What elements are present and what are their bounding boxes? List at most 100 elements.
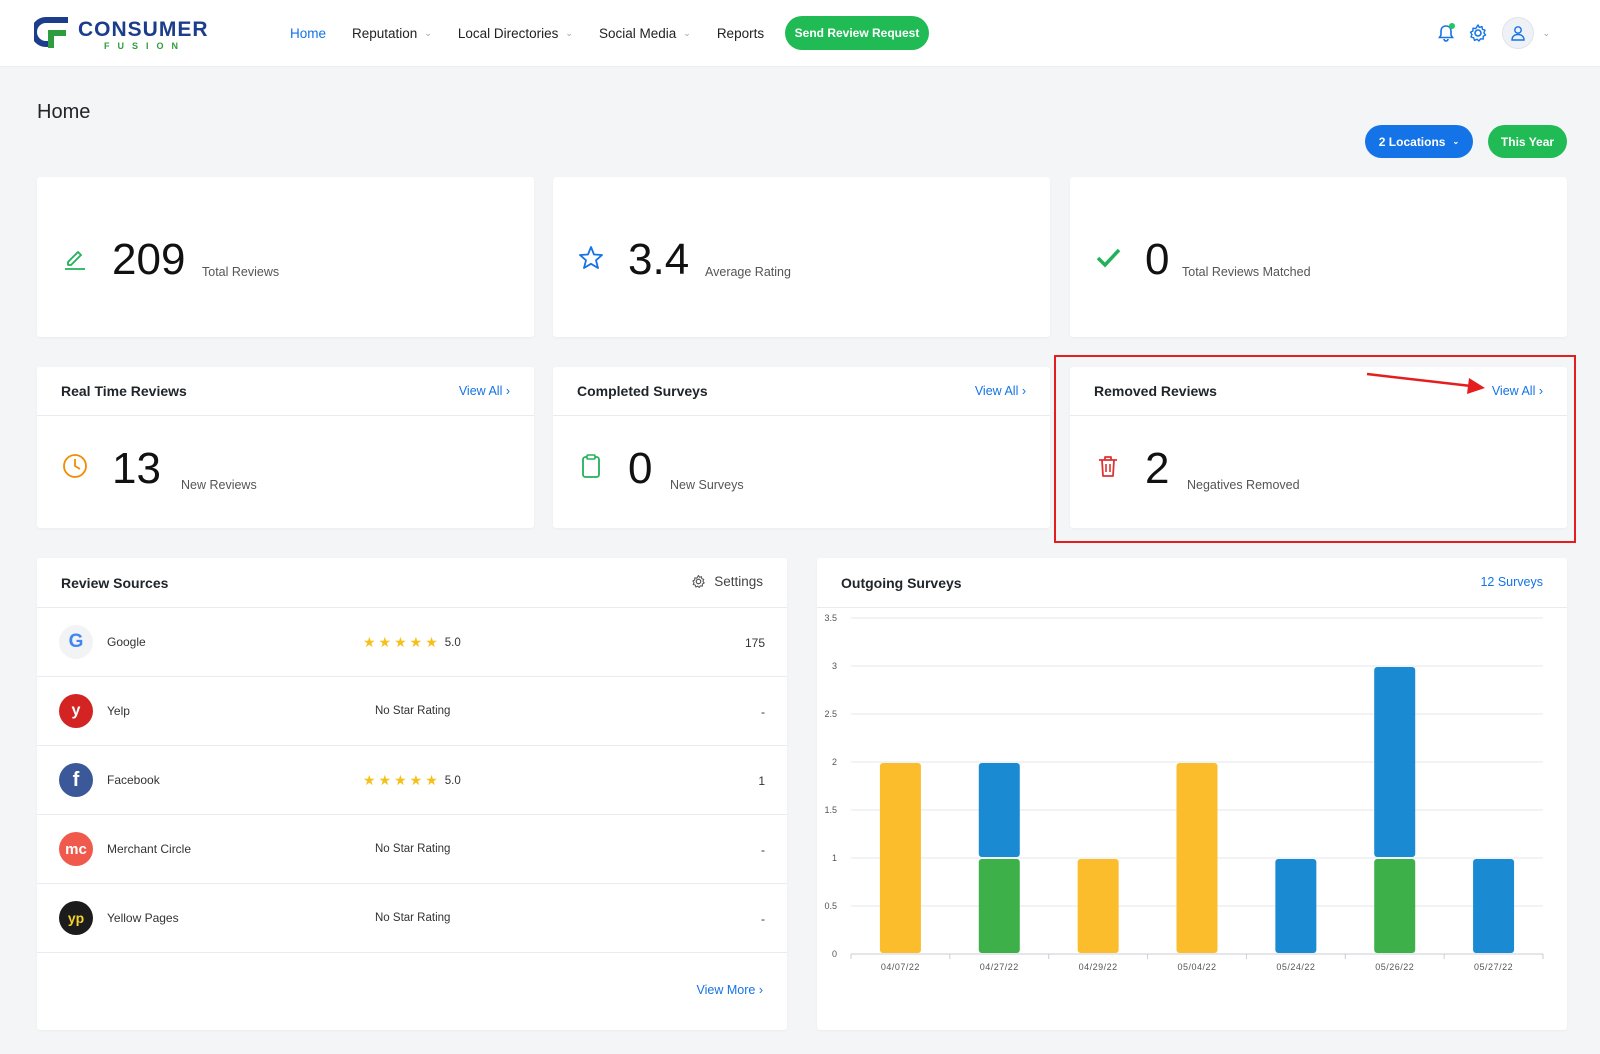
chart-y-tick-label: 3.5 <box>824 613 837 623</box>
panel-removed-reviews: Removed Reviews View All › 2 Negatives R… <box>1070 367 1567 528</box>
review-sources-settings-link[interactable]: Settings <box>691 574 763 589</box>
chart-x-tick-label: 05/27/22 <box>1474 962 1513 972</box>
view-all-label: View All <box>974 384 1019 398</box>
settings-label: Settings <box>714 574 763 589</box>
chart-y-tick-label: 3 <box>832 661 837 671</box>
total-reviews-value: 209 <box>112 235 186 284</box>
clock-icon <box>63 454 87 478</box>
source-name: Facebook <box>107 773 160 787</box>
chart-y-tick-label: 0.5 <box>824 901 837 911</box>
view-more-sources-link[interactable]: View More › <box>696 983 763 997</box>
source-rating: No Star Rating <box>375 912 451 924</box>
view-all-removed-reviews-link[interactable]: View All › <box>1491 384 1543 398</box>
source-row-google[interactable]: G Google ★★★★★ 5.0 175 <box>37 608 787 677</box>
source-rating: No Star Rating <box>375 705 451 717</box>
user-avatar[interactable] <box>1502 17 1535 49</box>
brand-logo[interactable]: CONSUMER FUSION <box>34 14 214 54</box>
average-rating-value: 3.4 <box>628 235 690 284</box>
nav-social-media-label: Social Media <box>598 26 677 41</box>
nav-local-directories-label: Local Directories <box>457 26 559 41</box>
trash-icon <box>1099 456 1117 477</box>
source-review-count: - <box>761 705 765 719</box>
chart-bar <box>978 763 1020 857</box>
outgoing-surveys-header: Outgoing Surveys 12 Surveys <box>817 558 1567 608</box>
chart-bar <box>1473 859 1515 953</box>
negatives-removed-label: Negatives Removed <box>1187 478 1300 492</box>
source-row-merchant-circle[interactable]: mc Merchant Circle No Star Rating - <box>37 815 787 884</box>
source-review-count: - <box>761 843 765 857</box>
brand-name: CONSUMER <box>78 18 209 41</box>
view-all-real-time-reviews-link[interactable]: View All › <box>458 384 510 398</box>
source-row-yellow-pages[interactable]: yp Yellow Pages No Star Rating - <box>37 884 787 953</box>
chart-bar <box>1176 763 1218 953</box>
chevron-down-icon: ⌄ <box>424 28 432 38</box>
chart-bar <box>1374 859 1416 953</box>
total-reviews-label: Total Reviews <box>202 265 280 279</box>
review-sources-title: Review Sources <box>61 575 169 591</box>
average-rating-label: Average Rating <box>705 265 791 279</box>
panel-title: Removed Reviews <box>1094 383 1217 399</box>
yelp-logo-letter: y <box>71 702 81 719</box>
chevron-down-icon[interactable]: ⌄ <box>1542 27 1550 38</box>
chart-y-tick-label: 1 <box>832 853 837 863</box>
chart-x-tick-label: 05/24/22 <box>1276 962 1315 972</box>
source-review-count: - <box>761 912 765 926</box>
total-reviews-matched-value: 0 <box>1145 235 1170 284</box>
source-row-yelp[interactable]: y Yelp No Star Rating - <box>37 677 787 746</box>
view-all-completed-surveys-link[interactable]: View All › <box>974 384 1026 398</box>
source-rating: No Star Rating <box>375 843 451 855</box>
chevron-down-icon: ⌄ <box>565 28 573 38</box>
logo-mark-icon <box>34 17 68 48</box>
nav-reports[interactable]: Reports <box>717 26 764 41</box>
main-nav: Home Reputation ⌄ Local Directories ⌄ Soci… <box>290 0 790 67</box>
chart-bar <box>978 859 1020 953</box>
source-review-count: 1 <box>758 774 765 788</box>
panel-header: Real Time Reviews View All › <box>37 367 534 416</box>
rating-value: 5.0 <box>444 636 461 649</box>
star-icon <box>579 246 603 269</box>
chart-y-tick-label: 2 <box>832 757 837 767</box>
stat-card-total-reviews-matched: 0 Total Reviews Matched <box>1070 177 1567 337</box>
nav-reputation[interactable]: Reputation ⌄ <box>352 26 432 41</box>
merchant-circle-logo-letters: mc <box>65 840 87 858</box>
outgoing-surveys-title: Outgoing Surveys <box>841 575 962 591</box>
panel-completed-surveys: Completed Surveys View All › 0 New Surve… <box>553 367 1050 528</box>
locations-dropdown-button[interactable]: 2 Locations ⌄ <box>1365 125 1473 158</box>
period-button[interactable]: This Year <box>1488 125 1567 158</box>
source-name: Yellow Pages <box>107 911 179 925</box>
total-reviews-matched-label: Total Reviews Matched <box>1182 265 1311 279</box>
chart-x-tick-label: 04/07/22 <box>881 962 920 972</box>
nav-reports-label: Reports <box>716 26 765 41</box>
five-stars-icon: ★★★★★ <box>363 772 441 788</box>
nav-home[interactable]: Home <box>290 26 326 41</box>
source-row-facebook[interactable]: f Facebook ★★★★★ 5.0 1 <box>37 746 787 815</box>
gear-icon[interactable] <box>1468 23 1488 43</box>
outgoing-surveys-card: Outgoing Surveys 12 Surveys 0 0.5 1 1.5 2 2.5… <box>817 558 1567 1030</box>
review-sources-card: Review Sources Settings G Google ★★★★★ 5.… <box>37 558 787 1030</box>
yellow-pages-logo-letters: yp <box>67 910 85 926</box>
bell-icon[interactable] <box>1436 23 1456 43</box>
nav-local-directories[interactable]: Local Directories ⌄ <box>458 26 573 41</box>
facebook-logo-letter: f <box>72 768 80 791</box>
source-rating: ★★★★★ 5.0 <box>363 772 461 789</box>
new-surveys-label: New Surveys <box>670 478 744 492</box>
notification-dot <box>1449 23 1456 29</box>
stat-card-total-reviews: 209 Total Reviews <box>37 177 534 337</box>
surveys-count-link[interactable]: 12 Surveys <box>1480 575 1543 589</box>
top-navbar: CONSUMER FUSION Home Reputation ⌄ Local D… <box>0 0 1600 67</box>
gear-icon <box>692 574 705 589</box>
yelp-logo-icon: y <box>59 694 93 728</box>
chart-x-tick-label: 05/26/22 <box>1375 962 1414 972</box>
review-sources-header: Review Sources Settings <box>37 558 787 608</box>
send-review-request-button[interactable]: Send Review Request <box>785 16 929 50</box>
chart-y-tick-label: 0 <box>832 949 837 959</box>
panel-header: Removed Reviews View All › <box>1070 367 1567 416</box>
chart-y-tick-label: 2.5 <box>824 709 837 719</box>
page-title: Home <box>37 101 91 123</box>
brand-subname: FUSION <box>104 41 187 51</box>
view-more-label: View More <box>696 983 756 997</box>
google-logo-icon: G <box>59 625 93 659</box>
nav-social-media[interactable]: Social Media ⌄ <box>599 26 691 41</box>
negatives-removed-value: 2 <box>1145 444 1170 493</box>
outgoing-surveys-chart: 0 0.5 1 1.5 2 2.5 3 3.5 04/07/22 04/27/22 04/29/22… <box>824 613 1544 972</box>
